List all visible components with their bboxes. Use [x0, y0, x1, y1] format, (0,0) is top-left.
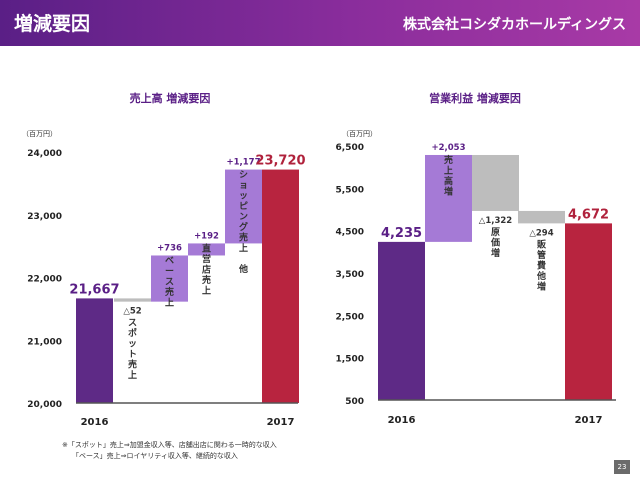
chart-title: 売上高 増減要因 — [130, 91, 211, 105]
y-tick-label: 23,000 — [27, 212, 62, 222]
page-number: 23 — [614, 460, 630, 474]
start-bar — [76, 298, 113, 403]
y-tick-label: 24,000 — [27, 149, 62, 159]
start-value-label: 21,667 — [69, 282, 119, 297]
step-description: スポット売上 — [128, 318, 137, 382]
step-description: 直営店売上 — [202, 242, 211, 296]
end-year-label: 2017 — [267, 417, 295, 428]
operating-profit-waterfall-chart: 営業利益 増減要因 （百万円） 500 1,500 2,500 3,500 4,500 5,5… — [336, 91, 616, 426]
step-bar — [225, 169, 262, 244]
y-tick-label: 20,000 — [27, 400, 62, 410]
company-logo: 株式会社コシダカホールディングス — [402, 17, 626, 33]
end-value-label: 23,720 — [255, 154, 305, 169]
step-bar — [188, 243, 225, 256]
step-delta-label: +192 — [194, 231, 219, 241]
y-tick-label: 500 — [345, 397, 364, 407]
end-year-label: 2017 — [575, 415, 603, 426]
step-bar — [472, 154, 519, 211]
page-title: 増減要因 — [14, 13, 91, 35]
start-year-label: 2016 — [388, 415, 416, 426]
step-description: 販管費他増 — [536, 238, 547, 292]
step-bar — [114, 298, 151, 302]
y-tick-label: 2,500 — [336, 312, 364, 322]
y-tick-label: 21,000 — [27, 337, 62, 347]
step-delta-label: +736 — [157, 243, 182, 253]
y-tick-label: 22,000 — [27, 275, 62, 285]
y-tick-label: 4,500 — [336, 228, 364, 238]
footnote-spot: ※「スポット」売上⇒加盟金収入等、店舗出店に関わる一時的な収入 — [62, 441, 277, 449]
step-bar — [425, 154, 472, 242]
start-year-label: 2016 — [81, 417, 109, 428]
step-bar — [518, 210, 565, 224]
step-delta-label: +2,053 — [431, 143, 465, 153]
step-description: ベース売上 — [165, 255, 174, 308]
end-bar — [565, 223, 612, 400]
sales-waterfall-chart: 売上高 増減要因 （百万円） 20,000 21,000 22,000 23,000 24,… — [22, 91, 306, 428]
header-bar: 増減要因 株式会社コシダカホールディングス — [0, 0, 640, 46]
start-bar — [378, 241, 425, 400]
step-description: ショッピング売上 他 — [238, 170, 248, 276]
step-delta-label: △52 — [123, 307, 141, 317]
footnote-base: 「ベース」売上⇒ロイヤリティ収入等、継続的な収入 — [72, 452, 238, 460]
step-bar — [151, 255, 188, 302]
start-value-label: 4,235 — [381, 226, 422, 241]
step-delta-label: △1,322 — [479, 216, 513, 226]
unit-label: （百万円） — [22, 130, 57, 138]
y-tick-label: 6,500 — [336, 143, 364, 153]
step-description: 売上高増 — [444, 154, 453, 198]
end-value-label: 4,672 — [568, 207, 609, 222]
y-tick-label: 5,500 — [336, 185, 364, 195]
step-delta-label: △294 — [529, 228, 553, 238]
step-description: 原価増 — [490, 227, 500, 259]
unit-label: （百万円） — [342, 130, 377, 138]
y-tick-label: 1,500 — [336, 355, 364, 365]
chart-title: 営業利益 増減要因 — [429, 91, 521, 105]
y-tick-label: 3,500 — [336, 270, 364, 280]
step-delta-label: +1,177 — [226, 158, 260, 168]
end-bar — [262, 169, 299, 403]
